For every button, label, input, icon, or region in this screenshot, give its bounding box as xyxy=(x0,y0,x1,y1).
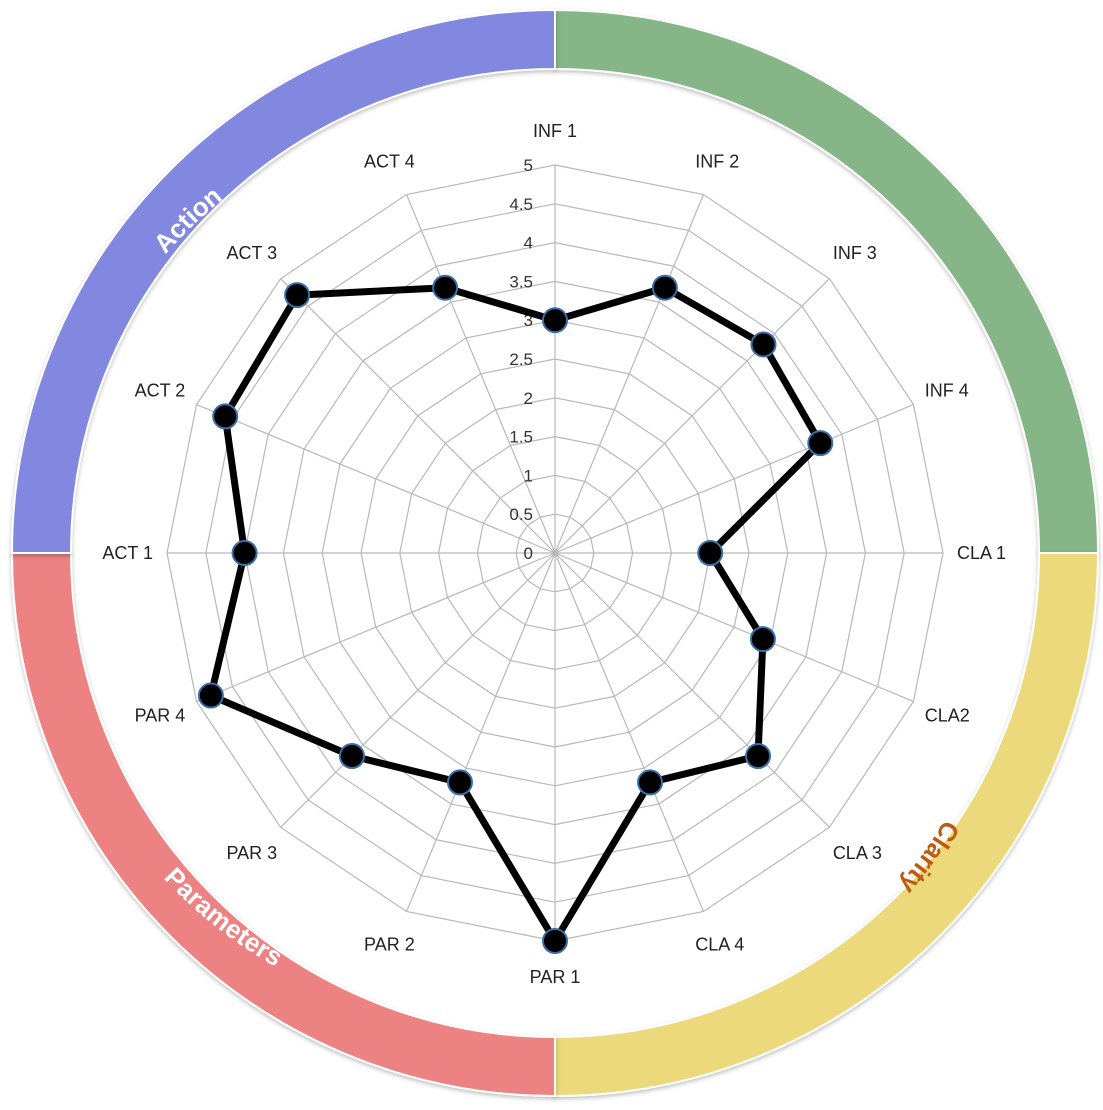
grid-spoke xyxy=(280,552,556,828)
series-line xyxy=(206,283,825,948)
tick-label: 2.5 xyxy=(509,350,533,369)
axis-label: INF 1 xyxy=(533,121,577,141)
data-point xyxy=(637,769,664,796)
axis-label: ACT 2 xyxy=(135,381,186,401)
data-series xyxy=(197,274,834,954)
data-point xyxy=(446,769,473,796)
tick-label: 3 xyxy=(524,311,533,330)
axis-label: PAR 4 xyxy=(135,705,186,725)
axis-label: CLA 1 xyxy=(957,543,1006,563)
axis-label: ACT 3 xyxy=(226,243,277,263)
grid-spoke xyxy=(196,403,556,554)
axis-label: INF 4 xyxy=(925,381,969,401)
axis-labels: INF 1 INF 2 INF 3 INF 4 CLA 1 CLA2 CLA 3 CLA 4 P… xyxy=(102,121,1006,987)
data-point xyxy=(432,274,459,301)
grid-spoke xyxy=(405,194,556,554)
tick-label: 2 xyxy=(524,389,533,408)
tick-label: 0 xyxy=(524,544,533,563)
axis-label: INF 2 xyxy=(695,151,739,171)
grid-spoke xyxy=(405,552,556,912)
data-point xyxy=(745,743,772,770)
radar-grid xyxy=(166,164,944,942)
data-point xyxy=(284,282,311,309)
tick-label: 0.5 xyxy=(509,505,533,524)
tick-label: 4.5 xyxy=(509,195,533,214)
axis-label: ACT 4 xyxy=(364,151,415,171)
data-point xyxy=(197,682,224,709)
data-point xyxy=(231,540,258,566)
tick-label: 4 xyxy=(524,234,533,253)
axis-label: CLA 3 xyxy=(833,843,882,863)
data-point xyxy=(651,274,678,301)
data-point xyxy=(750,331,777,358)
category-ring xyxy=(10,8,1100,1098)
grid-spoke xyxy=(554,552,705,912)
grid-spoke xyxy=(196,552,556,703)
axis-label: CLA 4 xyxy=(695,935,744,955)
radial-tick-labels: 0 0.5 1 1.5 2 2.5 3 3.5 4 4.5 5 xyxy=(509,156,533,563)
grid-spoke xyxy=(280,278,556,554)
axis-label: INF 3 xyxy=(833,243,877,263)
grid-spoke xyxy=(554,403,914,554)
tick-label: 3.5 xyxy=(509,272,533,291)
grid-spoke xyxy=(554,552,830,828)
data-point xyxy=(338,743,365,770)
axis-label: CLA2 xyxy=(925,705,970,725)
data-point xyxy=(749,626,776,653)
data-point xyxy=(212,403,239,430)
data-point xyxy=(542,307,568,334)
axis-label: ACT 1 xyxy=(102,543,153,563)
data-point xyxy=(807,430,834,457)
axis-label: PAR 2 xyxy=(364,935,415,955)
tick-label: 1 xyxy=(524,466,533,485)
data-point xyxy=(542,928,568,954)
grid-spoke xyxy=(554,194,705,554)
axis-label: PAR 3 xyxy=(226,843,277,863)
grid-spoke xyxy=(554,278,830,554)
tick-label: 1.5 xyxy=(509,428,533,447)
tick-label: 5 xyxy=(524,156,533,175)
axis-label: PAR 1 xyxy=(530,967,581,987)
ring-segment-action xyxy=(10,8,556,554)
grid-spoke xyxy=(554,552,914,703)
data-point xyxy=(697,540,724,566)
